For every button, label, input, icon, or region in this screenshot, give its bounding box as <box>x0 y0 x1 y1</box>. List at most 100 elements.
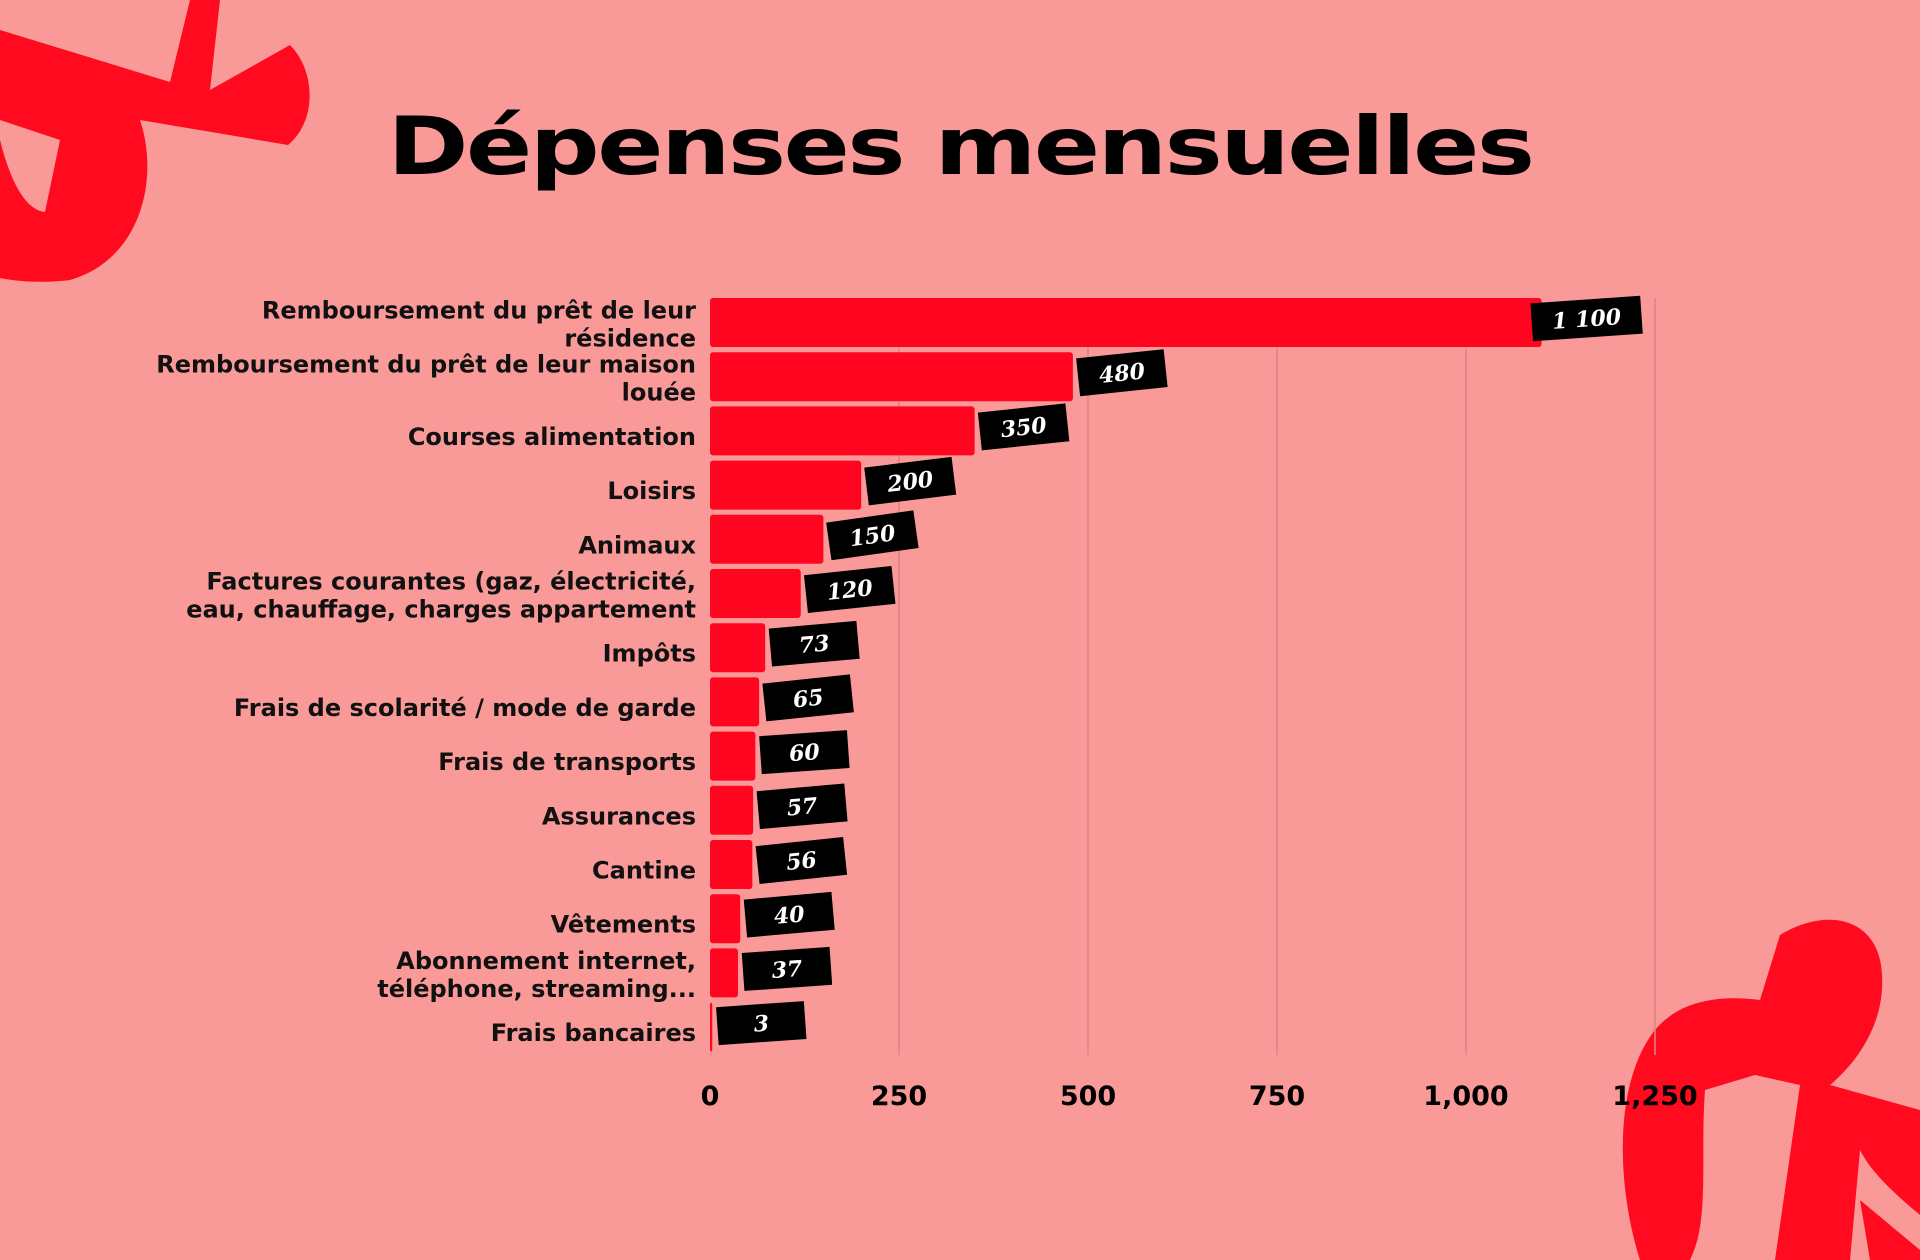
value-label: 73 <box>798 630 831 659</box>
bar <box>710 785 754 835</box>
value-tag-background <box>716 1001 807 1046</box>
category-label-line: Frais de transports <box>438 748 696 776</box>
category-label-line: Abonnement internet, <box>396 947 696 975</box>
value-tag-background <box>768 620 860 667</box>
value-tag-background <box>864 456 957 506</box>
value-tag: 3 <box>716 1001 807 1046</box>
category-label-line: Assurances <box>542 802 696 830</box>
category-label: Assurances <box>542 802 696 830</box>
category-label: Impôts <box>603 640 696 668</box>
category-label-line: eau, chauffage, charges appartement <box>186 596 696 624</box>
category-label: Factures courantes (gaz, électricité, eau… <box>186 568 696 624</box>
category-label: Animaux <box>578 531 696 559</box>
category-label: Cantine <box>592 857 696 885</box>
value-labels: 1 100 480 350 200 150 120 73 65 60 57 56 40 373 <box>716 295 1643 1046</box>
value-tag-background <box>1530 295 1643 342</box>
value-tag: 60 <box>759 730 850 775</box>
bar <box>710 352 1073 402</box>
category-label-line: louée <box>622 379 696 407</box>
category-label-line: Courses alimentation <box>408 423 696 451</box>
value-tag-background <box>756 783 848 830</box>
category-label: Remboursement du prêt de leur résidence <box>262 297 696 353</box>
value-tag-background <box>826 510 919 561</box>
x-tick-label: 1,250 <box>1612 1081 1697 1112</box>
value-label: 37 <box>771 956 804 984</box>
value-tag-background <box>741 946 833 991</box>
value-label: 3 <box>753 1011 770 1038</box>
value-tag: 40 <box>743 891 835 938</box>
category-label: Frais de transports <box>438 748 696 776</box>
category-label-line: Frais de scolarité / mode de garde <box>234 694 696 722</box>
value-tag: 120 <box>803 566 896 613</box>
x-tick-label: 250 <box>871 1081 927 1112</box>
value-tag-background <box>1076 349 1168 397</box>
category-label-line: Remboursement du prêt de leur <box>262 297 696 325</box>
value-tag-background <box>743 891 835 938</box>
category-label-line: Cantine <box>592 857 696 885</box>
category-label-line: résidence <box>564 325 696 353</box>
value-label: 120 <box>826 575 875 606</box>
bar <box>710 840 753 889</box>
bar <box>710 948 738 998</box>
value-tag: 37 <box>741 946 833 991</box>
value-tag: 73 <box>768 620 860 667</box>
value-tag-background <box>977 403 1070 451</box>
category-label: Vêtements <box>551 911 696 939</box>
x-axis-tick-labels: 0 250 500 750 1,000 1,250 <box>701 1081 1698 1112</box>
value-tag: 350 <box>977 403 1070 451</box>
x-tick-label: 1,000 <box>1423 1081 1508 1112</box>
category-label-line: Factures courantes (gaz, électricité, <box>206 568 696 596</box>
value-tag: 57 <box>756 783 848 830</box>
value-label: 60 <box>788 739 821 767</box>
category-label-line: Frais bancaires <box>491 1019 696 1047</box>
category-label: Courses alimentation <box>408 423 696 451</box>
value-tag: 150 <box>826 510 919 561</box>
category-label-line: Loisirs <box>607 477 696 505</box>
value-tag-background <box>759 730 850 775</box>
category-label: Frais de scolarité / mode de garde <box>234 694 696 722</box>
category-label: Loisirs <box>607 477 696 505</box>
bars <box>710 298 1542 1052</box>
category-labels: Remboursement du prêt de leur résidenceRe… <box>156 297 696 1048</box>
value-label: 200 <box>885 466 935 498</box>
value-label: 350 <box>1000 412 1049 443</box>
bar <box>710 1002 713 1052</box>
x-tick-label: 0 <box>701 1081 720 1112</box>
value-label: 150 <box>848 520 898 552</box>
bar <box>710 460 862 510</box>
category-label: Abonnement internet, téléphone, streaming… <box>377 947 696 1003</box>
value-label: 65 <box>792 684 825 713</box>
x-tick-label: 750 <box>1249 1081 1305 1112</box>
value-tag-background <box>803 566 896 613</box>
category-label-line: téléphone, streaming... <box>377 975 696 1003</box>
bar <box>710 731 756 781</box>
category-label-line: Remboursement du prêt de leur maison <box>156 351 696 379</box>
bar <box>710 406 975 456</box>
value-tag: 480 <box>1076 349 1168 397</box>
bottom-right-squiggle <box>1622 919 1920 1260</box>
category-label-line: Impôts <box>603 640 696 668</box>
category-label-line: Animaux <box>578 531 696 559</box>
value-label: 40 <box>773 901 806 930</box>
value-tag: 1 100 <box>1530 295 1643 342</box>
bar <box>710 677 760 727</box>
value-label: 57 <box>786 793 819 822</box>
value-tag: 65 <box>762 674 854 722</box>
value-tag: 200 <box>864 456 957 506</box>
category-label-line: Vêtements <box>551 911 696 939</box>
value-label: 480 <box>1098 358 1147 389</box>
x-tick-label: 500 <box>1060 1081 1116 1112</box>
category-label: Remboursement du prêt de leur maison loué… <box>156 351 696 407</box>
value-tag: 56 <box>755 837 848 884</box>
value-tag-background <box>755 837 848 884</box>
chart-title: Dépenses mensuelles <box>387 100 1535 193</box>
bar <box>710 569 801 618</box>
top-left-squiggle <box>0 0 310 282</box>
bar <box>710 298 1542 347</box>
bar <box>710 894 741 944</box>
bar <box>710 623 766 673</box>
value-label: 1 100 <box>1551 304 1622 335</box>
value-label: 56 <box>785 847 818 876</box>
